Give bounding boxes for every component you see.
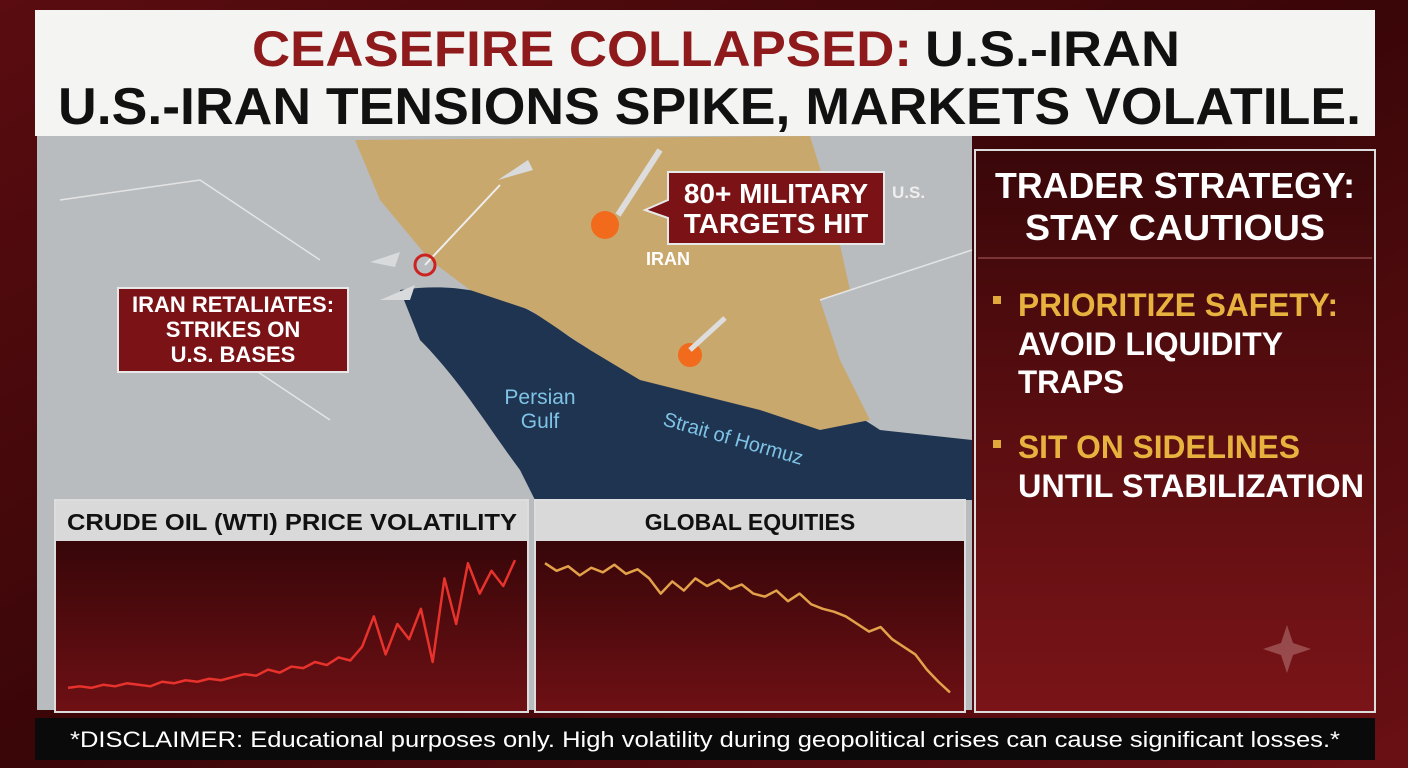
title-red: CEASEFIRE COLLAPSED: xyxy=(252,21,912,77)
callout-box xyxy=(642,171,885,245)
callout-box xyxy=(117,287,349,373)
missile xyxy=(615,148,663,217)
gulf-label: Gulf xyxy=(521,410,560,433)
country-label: IRAN xyxy=(646,249,690,269)
header-box xyxy=(35,10,1375,136)
callout-text: STRIKES ON xyxy=(166,317,300,342)
callout-text: IRAN RETALIATES: xyxy=(132,292,334,317)
chart-header xyxy=(56,501,527,541)
strategy-title: STAY CAUTIOUS xyxy=(1025,207,1325,248)
item-body: TRAPS xyxy=(1018,364,1124,400)
disclaimer: *DISCLAIMER: Educational purposes only. … xyxy=(70,727,1340,752)
gulf-water xyxy=(400,287,972,500)
strategy-title: TRADER STRATEGY: xyxy=(995,165,1355,206)
data-line xyxy=(544,562,951,694)
chart-title: GLOBAL EQUITIES xyxy=(645,509,855,535)
bullet xyxy=(993,440,1001,448)
explosion xyxy=(678,343,702,367)
item-body: AVOID LIQUIDITY xyxy=(1018,326,1283,362)
disclaimer-bar xyxy=(35,718,1375,760)
target-ring xyxy=(413,253,437,277)
title-black: U.S.-IRAN xyxy=(925,21,1180,77)
missile xyxy=(688,316,727,352)
gulf-label: Persian xyxy=(504,386,575,409)
us-label: U.S. xyxy=(892,183,925,202)
flight-path xyxy=(424,184,501,266)
chart-title: CRUDE OIL (WTI) PRICE VOLATILITY xyxy=(67,509,517,535)
sparkle-icon xyxy=(1263,625,1311,673)
bullet xyxy=(993,296,1001,304)
item-head: PRIORITIZE SAFETY: xyxy=(1018,287,1338,323)
subtitle: U.S.-IRAN TENSIONS SPIKE, MARKETS VOLATI… xyxy=(58,78,1361,136)
strategy-panel xyxy=(974,149,1376,713)
item-head: SIT ON SIDELINES xyxy=(1018,429,1300,465)
item-body: UNTIL STABILIZATION xyxy=(1018,468,1364,504)
explosion xyxy=(591,211,619,239)
callout-text: TARGETS HIT xyxy=(684,208,869,239)
callout-text: 80+ MILITARY xyxy=(684,178,869,209)
data-line xyxy=(67,559,517,690)
chart-header xyxy=(536,501,964,541)
callout-text: U.S. BASES xyxy=(171,342,296,367)
jets xyxy=(370,160,533,300)
